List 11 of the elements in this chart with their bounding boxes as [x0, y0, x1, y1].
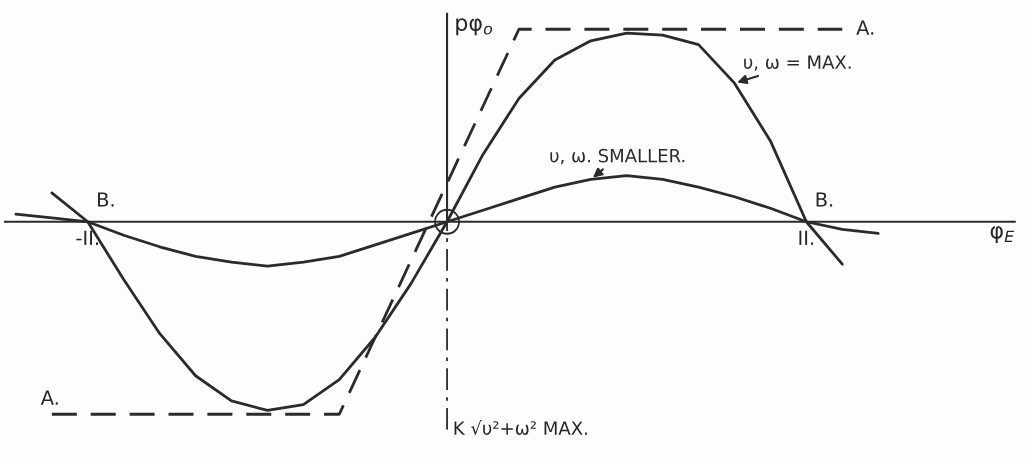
y-axis-title: pφ$_{o}$: [456, 18, 493, 36]
series-label: υ, ω = MAX.: [744, 55, 851, 71]
annotation: A.: [856, 20, 874, 35]
x-tick-label: II.: [799, 230, 814, 245]
annotation: A.: [40, 390, 58, 405]
x-tick-label: -II.: [76, 230, 98, 245]
x-axis-title: φ$_{E}$: [990, 226, 1015, 244]
annotation: B.: [98, 192, 114, 207]
series-label: υ, ω. SMALLER.: [550, 148, 685, 165]
annotation: B.: [816, 192, 833, 207]
text: K √υ²+ω² MAX.: [454, 420, 587, 435]
